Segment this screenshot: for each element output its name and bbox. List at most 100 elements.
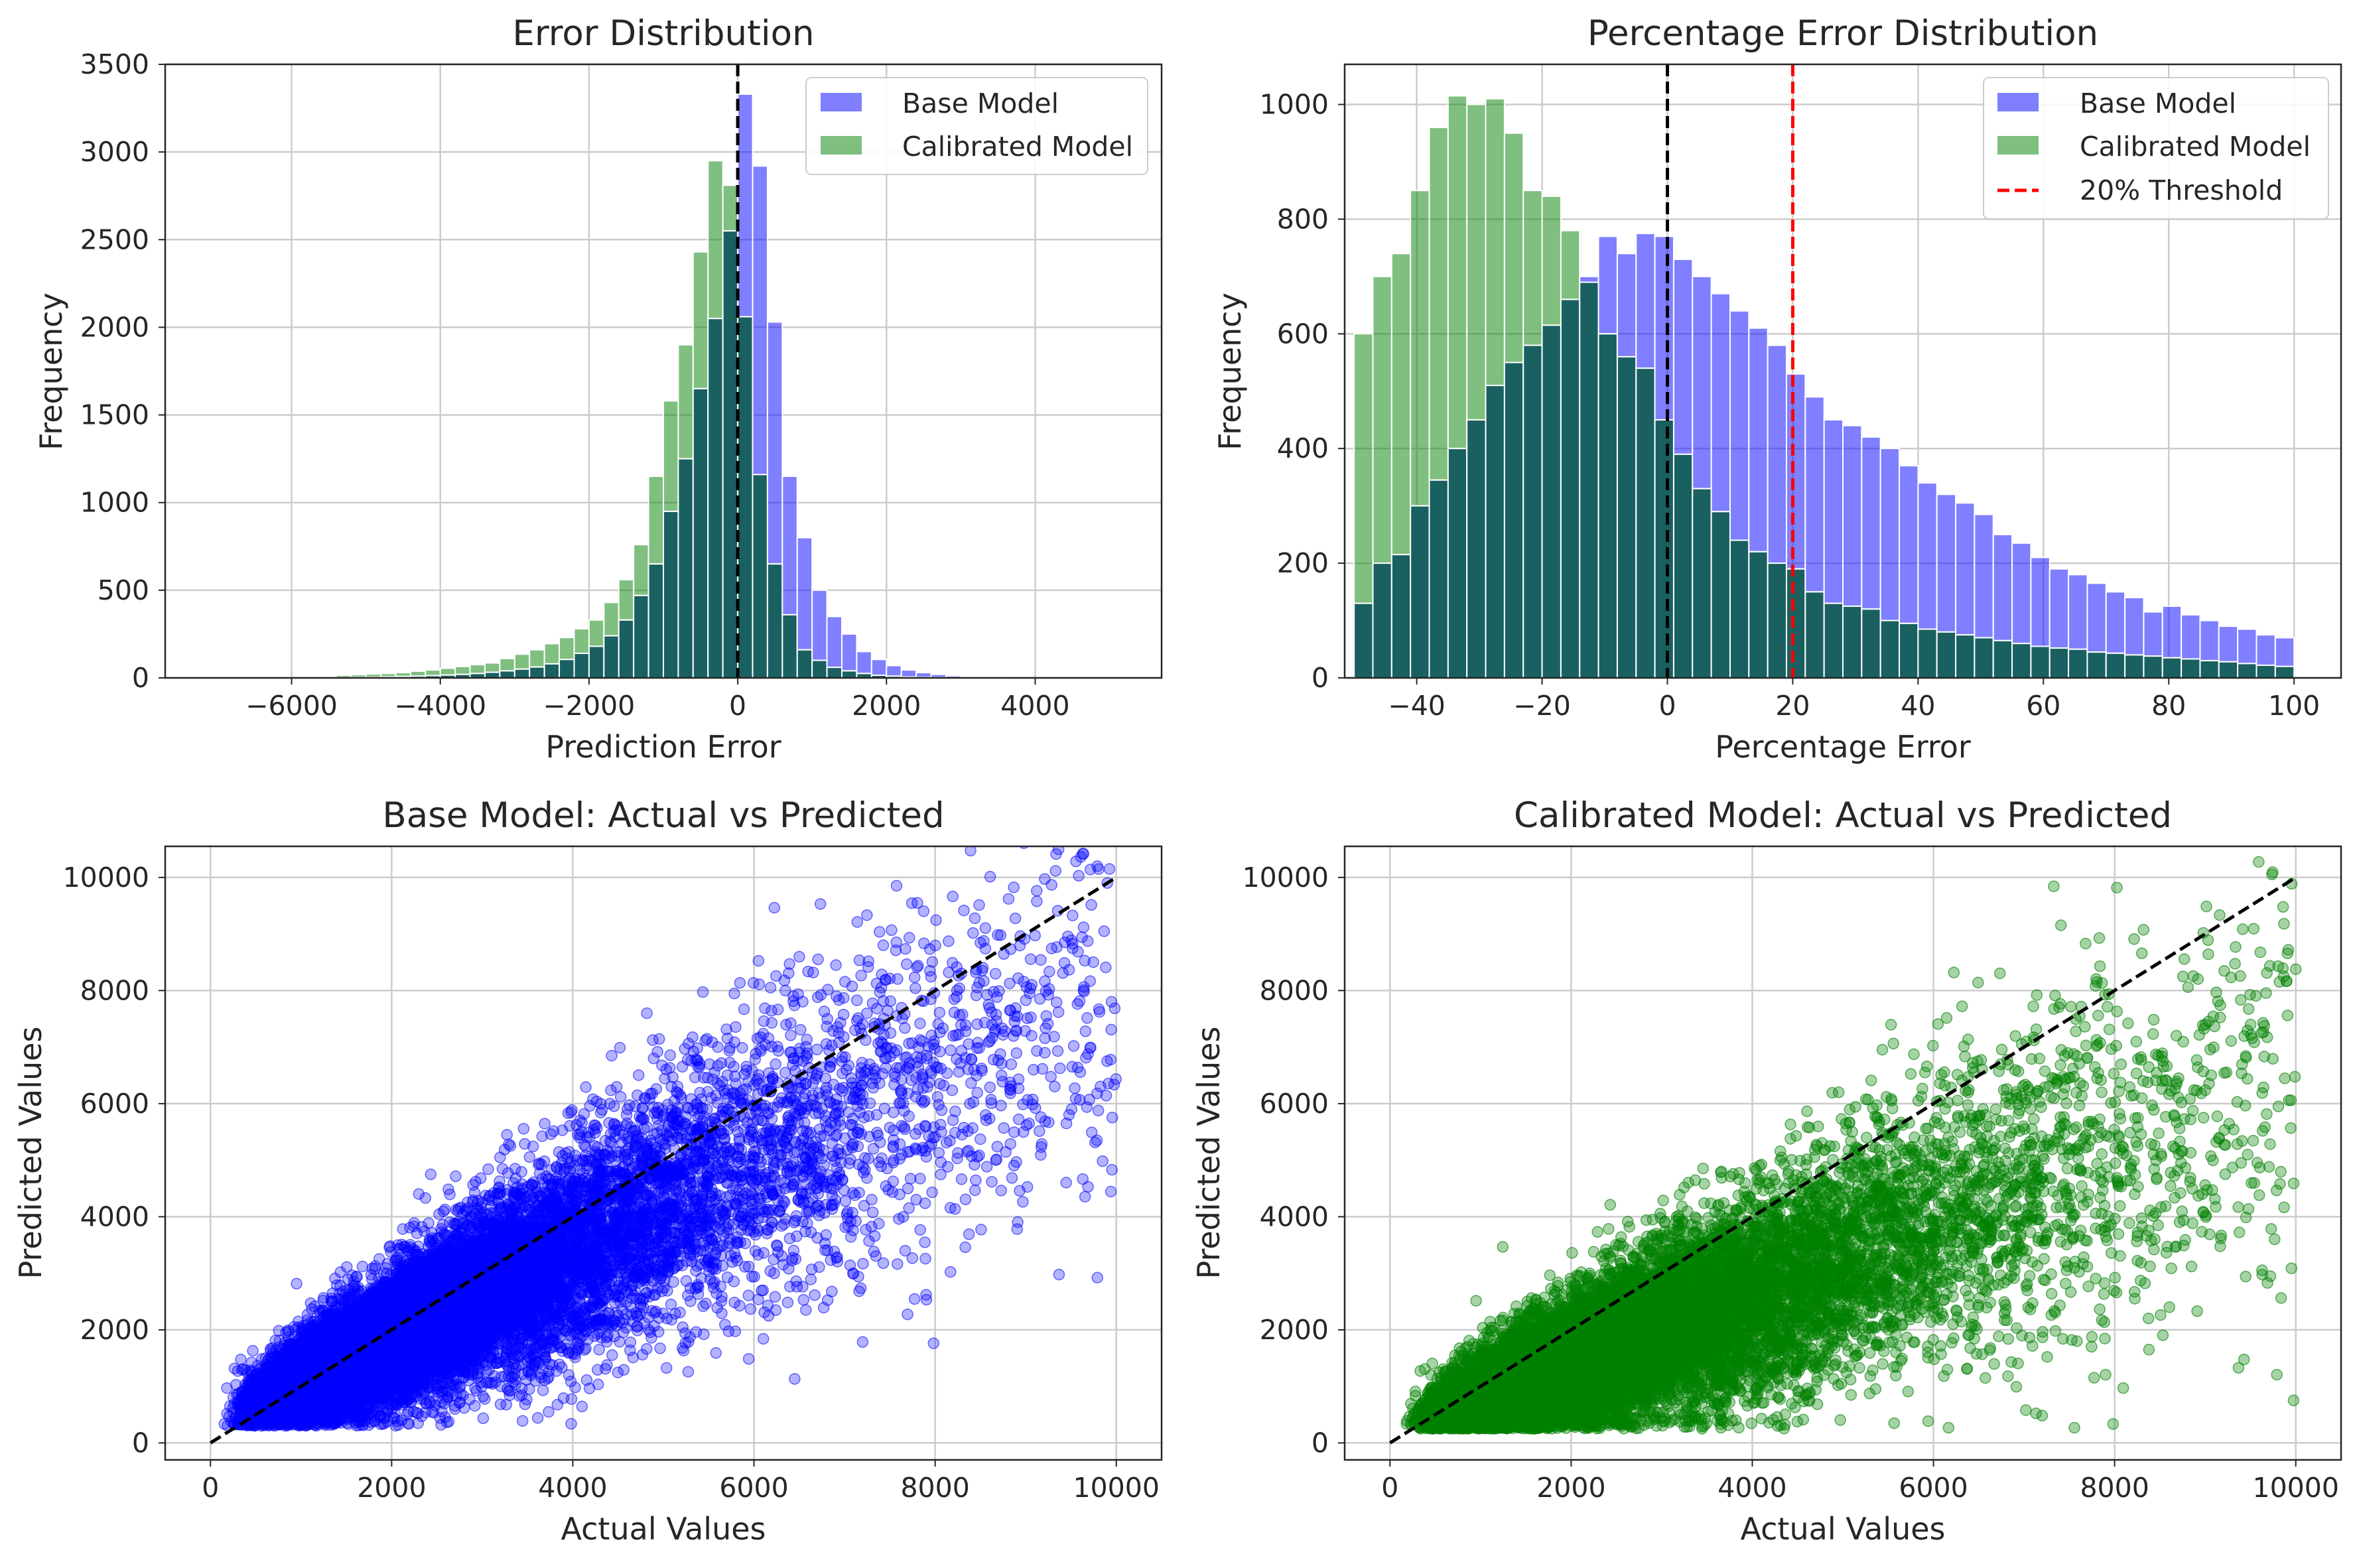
histogram-bar-overlap: [2219, 662, 2238, 678]
scatter-point: [892, 1259, 903, 1270]
scatter-point: [1080, 1191, 1091, 1202]
y-tick-label: 0: [1312, 662, 1329, 694]
histogram-bar-overlap: [1410, 506, 1429, 678]
histogram-bar: [1523, 190, 1542, 345]
histogram-bar: [2275, 637, 2294, 666]
x-tick-label: −20: [1513, 690, 1571, 722]
histogram-bar: [1580, 277, 1598, 283]
scatter-point: [1018, 1197, 1028, 1207]
histogram-bar: [663, 401, 678, 511]
x-axis-label: Prediction Error: [545, 729, 781, 765]
scatter-point: [1073, 870, 1084, 881]
histogram-bar: [411, 671, 425, 676]
y-tick-label: 0: [132, 662, 149, 694]
scatter-point: [1008, 882, 1019, 893]
histogram-bar-overlap: [2238, 663, 2256, 678]
histogram-bar: [425, 670, 440, 675]
histogram-bar: [1467, 105, 1485, 420]
histogram-bar: [916, 673, 931, 677]
histogram-bar: [634, 545, 648, 596]
histogram-bar: [589, 620, 604, 647]
histogram-bar: [902, 670, 916, 677]
histogram-bar-overlap: [1505, 363, 1523, 678]
scatter-point: [1049, 1081, 1060, 1092]
histogram-bar-overlap: [1467, 420, 1485, 678]
histogram-bar-overlap: [485, 673, 500, 678]
y-tick-label: 1500: [80, 399, 149, 431]
histogram-bar: [440, 668, 455, 675]
histogram-bar-overlap: [1768, 563, 1786, 678]
histogram-bar-overlap: [1542, 325, 1561, 678]
scatter-point: [971, 1175, 981, 1186]
histogram-bar: [1843, 426, 1861, 606]
histogram-bar: [1636, 233, 1654, 368]
y-axis-label: Frequency: [33, 293, 69, 450]
y-tick-label: 500: [98, 574, 149, 606]
scatter-point: [425, 1169, 436, 1180]
histogram-bar: [604, 602, 618, 635]
scatter-point: [1093, 1105, 1104, 1116]
histogram-bar-overlap: [782, 615, 797, 678]
histogram-bar-overlap: [1561, 299, 1580, 678]
histogram-bar-overlap: [2181, 659, 2200, 678]
histogram-bar-overlap: [1617, 357, 1636, 678]
histogram-bar: [797, 538, 812, 650]
histogram-bar-overlap: [1805, 592, 1824, 678]
histogram-bar: [738, 94, 752, 317]
histogram-bar: [768, 322, 782, 564]
histogram-bar: [574, 629, 588, 653]
histogram-bar-overlap: [529, 667, 544, 678]
histogram-bar-overlap: [2163, 658, 2181, 678]
histogram-bar: [559, 637, 574, 659]
histogram-bar: [1918, 483, 1936, 629]
histogram-bar: [812, 590, 827, 661]
histogram-bar: [500, 659, 514, 671]
legend-swatch-base: [821, 93, 862, 111]
y-tick-label: 400: [1277, 432, 1329, 464]
histogram-bar-overlap: [1956, 635, 1974, 678]
histogram-bar: [1824, 420, 1843, 604]
scatter-point: [982, 1161, 992, 1172]
histogram-bar: [2012, 543, 2031, 643]
histogram-bar: [2068, 574, 2087, 649]
chart-title: Error Distribution: [512, 13, 814, 54]
histogram-bar-overlap: [1937, 632, 1956, 678]
histogram-bar: [782, 476, 797, 615]
histogram-bar-overlap: [1674, 454, 1692, 678]
legend-label-calibrated: Calibrated Model: [902, 131, 1133, 163]
histogram-bar: [1768, 346, 1786, 564]
histogram-bar: [1805, 397, 1824, 592]
scatter-point: [1009, 1160, 1020, 1171]
histogram-bar-overlap: [1861, 609, 1880, 678]
scatter-point: [616, 1092, 626, 1102]
histogram-bar: [693, 252, 708, 389]
scatter-point: [961, 1194, 971, 1205]
y-tick-label: 1000: [1260, 89, 1329, 121]
histogram-bar-overlap: [1974, 637, 1993, 678]
histogram-bar: [1674, 259, 1692, 454]
legend: Base Model Calibrated Model 20% Threshol…: [1984, 78, 2328, 219]
x-tick-label: 40: [1901, 690, 1935, 722]
histogram-bar: [856, 651, 871, 673]
histogram-bar: [619, 580, 634, 620]
histogram-bar-overlap: [1636, 368, 1654, 678]
histogram-bar: [886, 666, 901, 677]
histogram-bar-overlap: [693, 389, 708, 678]
histogram-bar-overlap: [2125, 655, 2143, 678]
y-tick-label: 2000: [80, 311, 149, 343]
histogram-bar-overlap: [1730, 541, 1749, 678]
histogram-bar-overlap: [2143, 656, 2162, 678]
scatter-point: [935, 1157, 946, 1167]
histogram-bar-overlap: [827, 667, 842, 678]
x-tick-label: 80: [2151, 690, 2186, 722]
scatter-point: [712, 1098, 722, 1108]
legend: Base Model Calibrated Model: [806, 78, 1148, 174]
histogram-bar: [485, 663, 500, 673]
histogram-bar: [1505, 133, 1523, 363]
histogram-bar: [1448, 96, 1467, 449]
legend-swatch-calibrated: [1997, 136, 2039, 155]
histogram-bar-overlap: [1599, 334, 1617, 678]
scatter-point: [758, 1334, 769, 1344]
histogram-bar-overlap: [574, 653, 588, 678]
